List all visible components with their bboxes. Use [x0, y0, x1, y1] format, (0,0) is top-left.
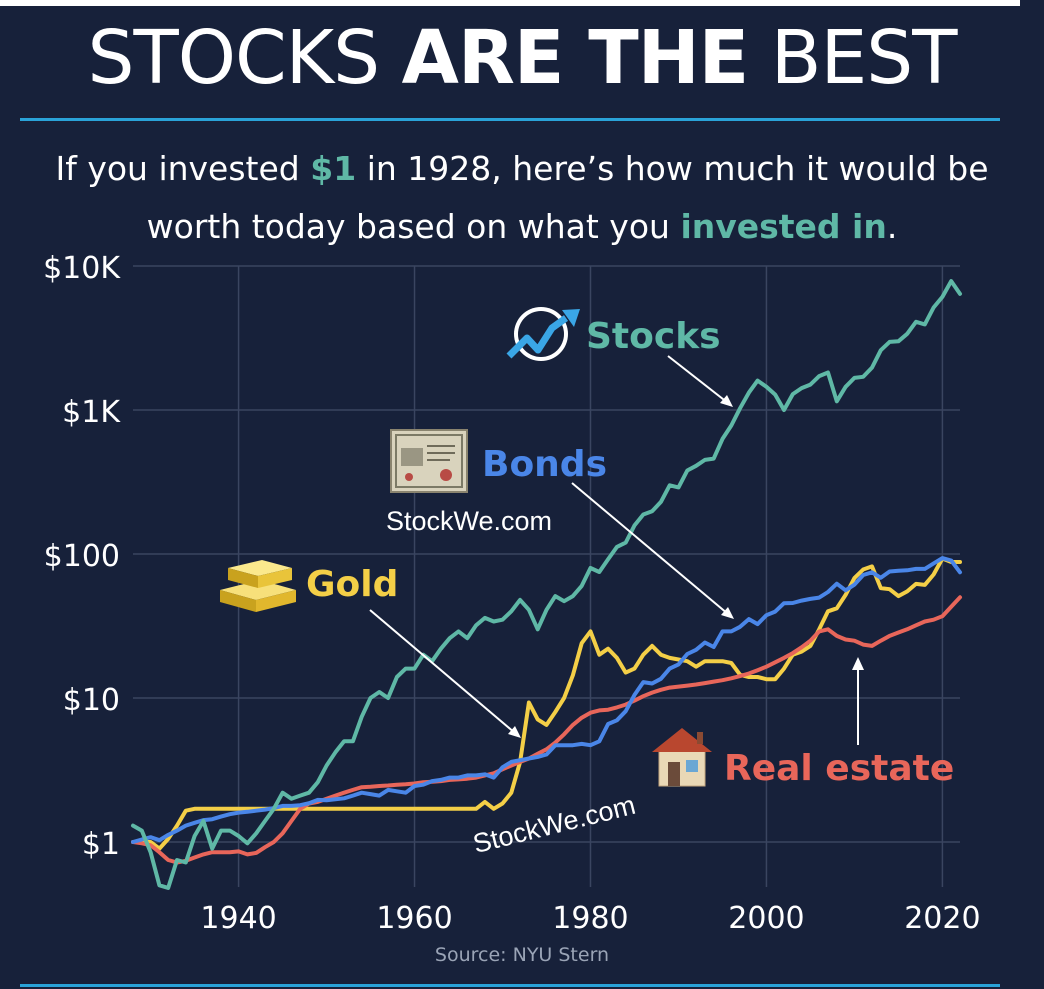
bottom-divider: [20, 984, 1000, 987]
annotation-arrows: [369, 355, 864, 745]
stocks-arrow-head: [720, 395, 733, 407]
title-divider: [20, 118, 1000, 121]
bonds-arrow: [571, 482, 729, 615]
gold-arrow: [369, 609, 516, 734]
real-estate-arrow-head: [852, 657, 864, 670]
series-lines: [131, 279, 962, 890]
bonds-arrow-head: [721, 607, 734, 619]
source-note: Source: NYU Stern: [434, 944, 610, 966]
bonds-series-line: [131, 556, 962, 844]
bond-certificate-icon: [390, 429, 468, 493]
stocks-arrow: [667, 355, 729, 404]
title-light-part-2: BEST: [770, 15, 958, 101]
subtitle-text-1a: If you invested: [55, 149, 300, 188]
real-estate-series-line: [131, 595, 962, 865]
page-title: STOCKS ARE THE BEST: [0, 8, 1044, 108]
bonds-label: Bonds: [482, 444, 607, 485]
y-tick-label: $10K: [43, 251, 121, 286]
title-light-part-1: STOCKS: [87, 15, 381, 101]
x-tick-label: 2000: [728, 901, 804, 936]
subtitle-text-2c: .: [886, 207, 898, 246]
house-icon: [652, 728, 712, 787]
subtitle-line-1: If you invested $1 in 1928, here’s how m…: [0, 140, 1044, 198]
y-tick-label: $1: [82, 827, 120, 862]
gold-label: Gold: [306, 564, 398, 605]
x-tick-label: 1960: [376, 901, 452, 936]
y-tick-label: $1K: [62, 395, 121, 430]
y-tick-label: $100: [44, 539, 120, 574]
x-axis-ticks: 1940 1960 1980 2000 2020: [200, 901, 980, 936]
subtitle-invested-highlight: invested in: [680, 207, 887, 246]
gold-arrow-head: [508, 726, 521, 738]
title-bold-part: ARE THE: [401, 15, 750, 101]
subtitle-text-1c: in 1928, here’s how much it would be: [366, 149, 989, 188]
x-tick-label: 1940: [200, 901, 276, 936]
gold-bars-icon: [220, 560, 296, 612]
y-axis-ticks: $1 $10 $100 $1K $10K: [43, 251, 121, 862]
stocks-label: Stocks: [586, 316, 721, 357]
subtitle: If you invested $1 in 1928, here’s how m…: [0, 140, 1044, 256]
trend-chart-icon: [506, 307, 580, 361]
top-border: [0, 0, 1020, 6]
subtitle-text-2a: worth today based on what you: [146, 207, 670, 246]
x-tick-label: 1980: [552, 901, 628, 936]
subtitle-line-2: worth today based on what you invested i…: [0, 198, 1044, 256]
subtitle-dollar-highlight: $1: [310, 149, 357, 188]
x-tick-label: 2020: [904, 901, 980, 936]
stocks-series-line: [131, 279, 962, 890]
watermark-1: StockWe.com: [386, 506, 553, 536]
real-estate-label: Real estate: [724, 748, 954, 789]
y-tick-label: $10: [63, 683, 120, 718]
